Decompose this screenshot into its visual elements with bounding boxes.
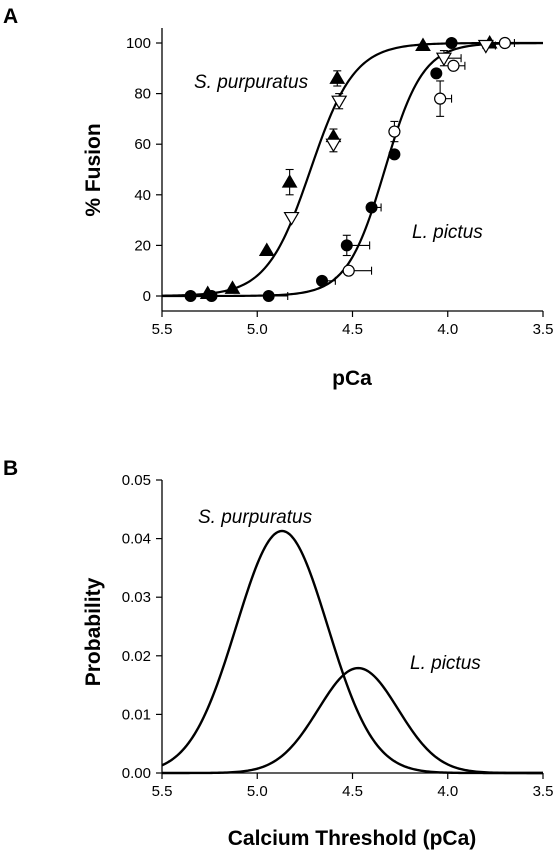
panel-b-y-tick-label: 0.04 <box>122 531 151 548</box>
data-point-filled-circle <box>430 67 443 80</box>
data-point-open-circle <box>434 92 447 105</box>
panel-a-chart: 5.5 5.0 4.5 4.0 3.5 0 20 40 60 80 100 S. purpuratu… <box>82 28 553 390</box>
panel-b-curve-l-pictus <box>162 666 543 775</box>
data-point-open-circle <box>498 36 511 50</box>
data-point-open-inverted-triangle <box>283 211 300 226</box>
data-point-open-circle <box>447 59 460 72</box>
panel-a-label-l-pictus: L. pictus <box>412 222 483 243</box>
panel-b-curves <box>161 529 543 775</box>
panel-a-fit-curves <box>161 41 544 298</box>
panel-b-x-tick-label: 5.5 <box>152 783 173 800</box>
panel-b-ticks: 5.5 5.0 4.5 4.0 3.5 0.00 0.01 0.02 0.03 0.04 0.05 <box>122 472 554 800</box>
data-point-filled-circle <box>388 148 401 161</box>
data-point-filled-circle <box>340 239 353 252</box>
panel-b-y-tick-label: 0.03 <box>122 589 151 606</box>
panel-a-x-tick-label: 3.5 <box>533 321 554 338</box>
panel-a-y-tick-label: 0 <box>143 288 151 305</box>
panel-b-x-axis-label: Calcium Threshold (pCa) <box>228 827 477 850</box>
data-point-filled-circle <box>365 201 378 214</box>
panel-a-y-tick-label: 60 <box>134 136 151 153</box>
panel-a-fit-curve-l-pictus <box>162 41 544 298</box>
panel-a-x-tick-label: 4.5 <box>342 321 363 338</box>
data-point-filled-circle <box>205 290 218 302</box>
panel-a-y-tick-label: 80 <box>134 86 151 103</box>
data-point-filled-circle <box>445 37 458 49</box>
data-point-open-inverted-triangle <box>325 138 342 153</box>
data-point-filled-triangle <box>329 70 346 84</box>
panel-a-x-tick-label: 5.0 <box>247 321 268 338</box>
panel-b-y-axis-label: Probability <box>82 577 105 686</box>
panel-b-label-l-pictus: L. pictus <box>410 653 481 674</box>
panel-b-x-tick-label: 3.5 <box>533 783 554 800</box>
data-point-open-circle <box>388 125 401 138</box>
panel-a-x-tick-label: 4.0 <box>437 321 458 338</box>
panel-a-ticks: 5.5 5.0 4.5 4.0 3.5 0 20 40 60 80 100 <box>126 35 553 338</box>
panel-b-y-tick-label: 0.05 <box>122 472 151 489</box>
data-point-open-inverted-triangle <box>477 39 494 54</box>
data-point-filled-circle <box>316 274 329 287</box>
panel-b-y-tick-label: 0.00 <box>122 765 151 782</box>
panel-a-y-axis-label: % Fusion <box>82 123 105 216</box>
panel-a-data-points <box>184 35 515 302</box>
data-point-filled-circle <box>262 290 275 302</box>
panel-b-letter: B <box>3 457 18 480</box>
panel-a-label-s-purpuratus: S. purpuratus <box>194 72 309 93</box>
data-point-filled-triangle <box>224 280 241 294</box>
panel-b-label-s-purpuratus: S. purpuratus <box>198 507 313 528</box>
data-point-filled-circle <box>184 290 197 302</box>
panel-b-y-tick-label: 0.01 <box>122 706 151 723</box>
panel-b-chart: 5.5 5.0 4.5 4.0 3.50.000.010.020.030.040.05 … <box>82 472 553 850</box>
panel-b-curve-s-purpuratus <box>161 529 543 775</box>
panel-a-y-tick-label: 40 <box>134 187 151 204</box>
panel-a-y-tick-label: 100 <box>126 35 151 52</box>
panel-a-letter: A <box>3 5 18 28</box>
panel-a-x-axis-label: pCa <box>332 367 372 390</box>
panel-b-y-tick-label: 0.02 <box>122 648 151 665</box>
data-point-filled-triangle <box>281 174 298 188</box>
panel-a-y-tick-label: 20 <box>134 237 151 254</box>
data-point-open-inverted-triangle <box>331 95 348 110</box>
panel-a-x-tick-label: 5.5 <box>152 321 173 338</box>
data-point-filled-triangle <box>258 242 275 256</box>
panel-b-x-tick-label: 4.5 <box>342 783 363 800</box>
data-point-open-circle <box>342 264 355 277</box>
data-point-open-inverted-triangle <box>435 52 452 67</box>
panel-b-x-tick-label: 5.0 <box>247 783 268 800</box>
panel-b-x-tick-label: 4.0 <box>437 783 458 800</box>
panel-a-fit-curve-s-purpuratus <box>161 41 543 297</box>
data-point-filled-triangle <box>415 37 431 52</box>
